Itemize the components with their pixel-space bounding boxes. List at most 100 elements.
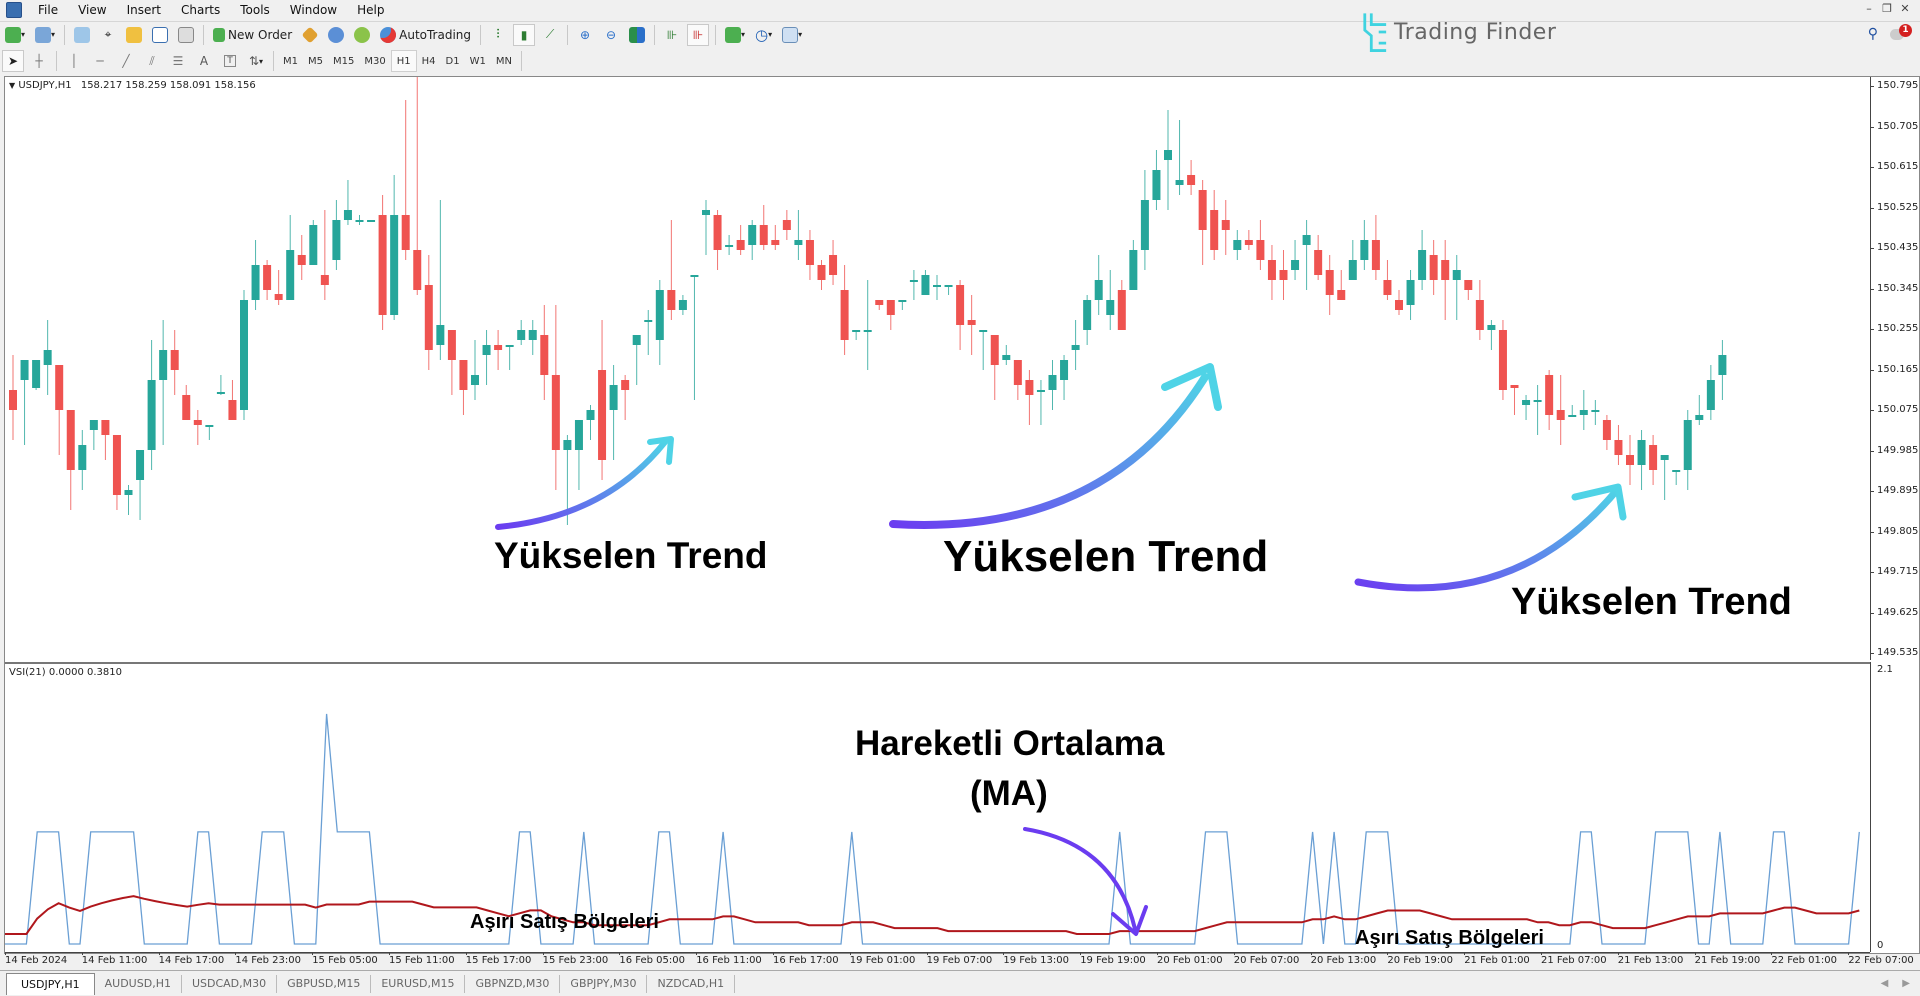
scroll-left-icon[interactable]: ◀	[1880, 978, 1889, 989]
logo-text: Trading Finder	[1394, 19, 1557, 45]
time-tick: 14 Feb 23:00	[235, 952, 301, 966]
autotrading-icon	[380, 26, 397, 43]
menu-insert[interactable]: Insert	[126, 3, 161, 17]
equidistant-channel-button[interactable]: ⫽	[141, 50, 163, 72]
trend-arrow-1-icon	[495, 436, 674, 530]
menu-file[interactable]: File	[38, 3, 59, 17]
symbol-tab[interactable]: GBPUSD,M15	[277, 974, 372, 993]
terminal-button[interactable]	[149, 24, 171, 46]
trend-label-3: Yükselen Trend	[1511, 581, 1792, 623]
horizontal-line-button[interactable]: ─	[89, 50, 111, 72]
timeframe-m15[interactable]: M15	[333, 55, 355, 67]
symbol-tab[interactable]: AUDUSD,H1	[95, 974, 182, 993]
chart-shift-button[interactable]: ⊪	[687, 23, 710, 46]
bar-chart-button[interactable]: ⫶	[487, 24, 509, 46]
price-axis[interactable]: 150.795 150.705 150.615 150.525 150.435 150.3…	[1870, 77, 1920, 660]
notifications-button[interactable]: 1	[1890, 24, 1912, 42]
search-icon[interactable]: ⚲	[1867, 26, 1878, 42]
templates-button[interactable]: ▾	[779, 24, 805, 46]
indicators-button[interactable]: ▾	[722, 24, 748, 46]
time-tick: 21 Feb 19:00	[1694, 952, 1761, 966]
indicator-axis[interactable]: 2.1 0	[1870, 662, 1920, 952]
price-chart-pane[interactable]: ▼ USDJPY,H1 158.217 158.259 158.091 158.…	[5, 77, 1870, 660]
trend-label-1: Yükselen Trend	[494, 535, 768, 576]
menu-view[interactable]: View	[78, 3, 107, 17]
toolbar-separator	[480, 24, 482, 45]
arrows-button[interactable]: ⇅ ▾	[248, 54, 264, 68]
menu-charts[interactable]: Charts	[181, 3, 221, 17]
menu-bar: File View Insert Charts Tools Window Hel…	[0, 0, 1920, 20]
timeframe-w1[interactable]: W1	[469, 55, 486, 67]
collapse-triangle-icon[interactable]: ▼	[9, 81, 16, 90]
time-tick: 15 Feb 05:00	[312, 952, 378, 966]
timeframe-d1[interactable]: D1	[445, 55, 460, 67]
trendline-button[interactable]: ╱	[115, 50, 137, 72]
menu-tools[interactable]: Tools	[240, 3, 270, 17]
tile-windows-button[interactable]	[626, 24, 648, 46]
indicator-axis-max: 2.1	[1877, 664, 1893, 675]
symbol-tab[interactable]: EURUSD,M15	[371, 974, 466, 993]
symbol-tab[interactable]: USDCAD,M30	[182, 974, 278, 993]
autotrading-button[interactable]: AutoTrading	[377, 24, 474, 46]
menu-window[interactable]: Window	[289, 3, 338, 17]
signals-button[interactable]	[351, 24, 373, 46]
time-tick: 19 Feb 19:00	[1080, 952, 1146, 966]
fibonacci-button[interactable]: ☰	[167, 50, 189, 72]
timeframe-h1[interactable]: H1	[390, 50, 417, 72]
candlestick-button[interactable]: ▮	[513, 23, 536, 46]
navigator-button[interactable]	[123, 24, 145, 46]
new-chart-button[interactable]: ▾	[2, 24, 28, 46]
timeframe-h4[interactable]: H4	[421, 55, 436, 67]
community-button[interactable]	[325, 24, 347, 46]
close-button[interactable]: ✕	[1900, 2, 1910, 15]
auto-scroll-button[interactable]: ⊪	[661, 24, 683, 46]
symbol-tabs: USDJPY,H1 AUDUSD,H1 USDCAD,M30 GBPUSD,M15 EU…	[0, 970, 1920, 996]
zoom-out-button[interactable]: ⊖	[600, 24, 622, 46]
bar-chart-icon: ⫶	[496, 27, 500, 41]
data-window-button[interactable]: ⌖	[97, 24, 119, 46]
crosshair-button[interactable]: ┼	[28, 50, 50, 72]
ma-arrow	[1023, 827, 1148, 936]
vsi-indicator-pane[interactable]: VSI(21) 0.0000 0.3810 Hareketli Ortalama…	[5, 662, 1870, 952]
timeframe-m1[interactable]: M1	[283, 55, 298, 67]
time-axis[interactable]: 14 Feb 2024 14 Feb 11:00 14 Feb 17:00 14 Fe…	[5, 952, 1914, 970]
text-button[interactable]: A	[193, 50, 215, 72]
restore-button[interactable]: ❐	[1882, 2, 1892, 15]
text-label-button[interactable]: T	[219, 50, 241, 72]
vertical-line-button[interactable]: │	[63, 50, 85, 72]
crosshair-icon: ┼	[35, 54, 43, 68]
trend-label-2: Yükselen Trend	[943, 532, 1269, 581]
toolbar-separator	[654, 24, 656, 45]
horizontal-line-icon: ─	[96, 54, 104, 68]
symbol-tab[interactable]: GBPNZD,M30	[465, 974, 561, 993]
community-icon	[328, 26, 345, 43]
new-order-button[interactable]: New Order	[210, 24, 295, 46]
chart-window	[4, 76, 1920, 954]
symbol-tab[interactable]: USDJPY,H1	[6, 972, 95, 995]
text-icon: A	[199, 54, 209, 68]
profiles-button[interactable]: ▾	[32, 24, 58, 46]
oversold-label-1: Aşırı Satış Bölgeleri	[470, 911, 659, 933]
menu-help[interactable]: Help	[357, 3, 385, 17]
symbol-tab[interactable]: NZDCAD,H1	[647, 974, 736, 993]
time-tick: 15 Feb 17:00	[465, 952, 532, 966]
metaeditor-button[interactable]	[299, 24, 321, 46]
market-watch-button[interactable]	[71, 24, 93, 46]
minimize-button[interactable]: –	[1866, 2, 1872, 15]
timeframe-mn[interactable]: MN	[495, 55, 512, 67]
line-chart-button[interactable]: ⟋	[539, 24, 561, 46]
scroll-right-icon[interactable]: ▶	[1902, 978, 1910, 989]
periods-button[interactable]: ◷ ▾	[755, 25, 773, 44]
timeframe-m5[interactable]: M5	[308, 55, 323, 67]
terminal-icon	[152, 26, 169, 43]
indicators-icon	[725, 26, 742, 43]
autotrading-label: AutoTrading	[399, 27, 472, 42]
zoom-in-button[interactable]: ⊕	[574, 24, 596, 46]
symbol-tab[interactable]: GBPJPY,M30	[560, 974, 648, 993]
crosshair-icon: ⌖	[104, 27, 112, 41]
strategy-tester-button[interactable]	[175, 24, 197, 46]
templates-icon	[782, 26, 799, 43]
cursor-button[interactable]: ➤	[2, 50, 24, 72]
time-tick: 19 Feb 07:00	[926, 952, 993, 966]
timeframe-m30[interactable]: M30	[364, 55, 386, 67]
